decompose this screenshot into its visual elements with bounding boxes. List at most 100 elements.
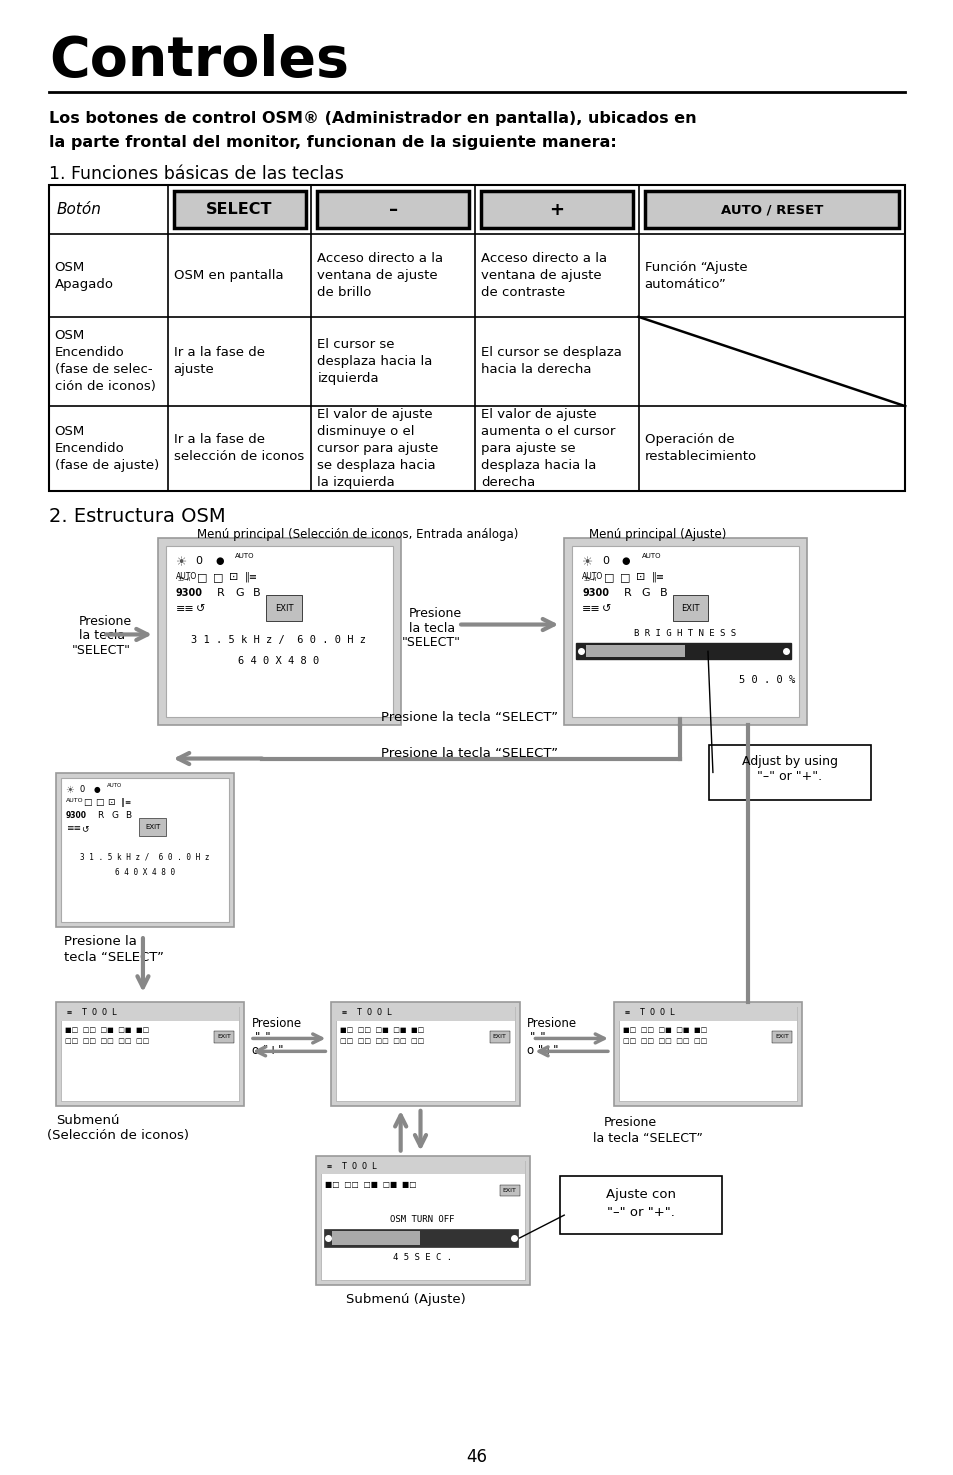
Text: G: G: [112, 811, 118, 820]
Bar: [316, 1155, 529, 1285]
Text: 9300: 9300: [581, 589, 608, 597]
Bar: [55, 773, 233, 928]
Text: o "+": o "+": [526, 1044, 558, 1058]
Text: B: B: [253, 589, 260, 597]
Bar: [55, 1002, 244, 1106]
Text: ●: ●: [215, 556, 224, 566]
Text: □: □: [619, 572, 630, 583]
Text: EXIT: EXIT: [145, 825, 160, 830]
Text: □: □: [603, 572, 614, 583]
Text: ⊡: ⊡: [107, 798, 114, 807]
Bar: [613, 1002, 801, 1106]
Bar: [61, 779, 229, 922]
Text: "SELECT": "SELECT": [401, 636, 460, 649]
Text: EXIT: EXIT: [680, 603, 699, 612]
Text: ≡≡: ≡≡: [175, 603, 194, 614]
Text: AUTO: AUTO: [234, 553, 254, 559]
Text: la tecla: la tecla: [78, 630, 125, 643]
Text: ■□  □□  □■  □■  ■□: ■□ □□ □■ □■ ■□: [622, 1027, 706, 1032]
Text: AUTO: AUTO: [107, 783, 122, 788]
Text: AUTO: AUTO: [66, 798, 83, 804]
Text: ■□  □□  □■  □■  ■□: ■□ □□ □■ □■ ■□: [65, 1027, 149, 1032]
Text: Menú principal (Ajuste): Menú principal (Ajuste): [588, 528, 725, 541]
Text: □□  □□  □□  □□  □□: □□ □□ □□ □□ □□: [65, 1038, 149, 1044]
Text: OSM
Encendido
(fase de ajuste): OSM Encendido (fase de ajuste): [54, 425, 159, 472]
Text: 46: 46: [466, 1448, 487, 1466]
Text: R: R: [217, 589, 225, 597]
Text: R: R: [97, 811, 104, 820]
FancyBboxPatch shape: [644, 190, 899, 229]
Text: 33→I: 33→I: [177, 577, 191, 583]
Bar: [321, 1161, 524, 1174]
Text: +: +: [549, 201, 564, 218]
Text: Presione: Presione: [78, 615, 132, 627]
Text: AUTO / RESET: AUTO / RESET: [720, 204, 822, 217]
Text: Submenú: Submenú: [55, 1114, 119, 1127]
Text: Acceso directo a la
ventana de ajuste
de brillo: Acceso directo a la ventana de ajuste de…: [317, 252, 443, 299]
Text: Los botones de control OSM® (Administrador en pantalla), ubicados en: Los botones de control OSM® (Administrad…: [49, 112, 696, 127]
Text: El cursor se desplaza
hacia la derecha: El cursor se desplaza hacia la derecha: [480, 347, 621, 376]
Text: □□  □□  □□  □□  □□: □□ □□ □□ □□ □□: [622, 1038, 706, 1044]
Text: Presione: Presione: [252, 1016, 302, 1030]
Text: □: □: [197, 572, 208, 583]
Text: El valor de ajuste
aumenta o el cursor
para ajuste se
desplaza hacia la
derecha: El valor de ajuste aumenta o el cursor p…: [480, 409, 615, 488]
Text: la tecla: la tecla: [408, 621, 455, 634]
Text: ≡  T O O L: ≡ T O O L: [624, 1007, 674, 1016]
Text: OSM
Apagado: OSM Apagado: [54, 261, 113, 291]
Text: 1. Funciones básicas de las teclas: 1. Funciones básicas de las teclas: [49, 165, 343, 183]
Text: ≡≡: ≡≡: [66, 825, 81, 833]
Text: tecla “SELECT”: tecla “SELECT”: [64, 951, 164, 965]
Text: Acceso directo a la
ventana de ajuste
de contraste: Acceso directo a la ventana de ajuste de…: [480, 252, 606, 299]
Bar: [157, 538, 400, 724]
Text: 9300: 9300: [66, 811, 87, 820]
Text: ‖≡: ‖≡: [651, 572, 664, 583]
Text: ⊡: ⊡: [635, 572, 644, 583]
Text: ●: ●: [621, 556, 630, 566]
Text: Presione: Presione: [603, 1117, 657, 1128]
Text: Presione la tecla “SELECT”: Presione la tecla “SELECT”: [380, 746, 558, 760]
Text: "–" or "+".: "–" or "+".: [757, 770, 821, 783]
Bar: [585, 646, 684, 658]
Text: 6 4 0 X 4 8 0: 6 4 0 X 4 8 0: [238, 656, 319, 667]
Text: Ir a la fase de
ajuste: Ir a la fase de ajuste: [173, 347, 264, 376]
Text: AUTO: AUTO: [175, 572, 196, 581]
Text: El valor de ajuste
disminuye o el
cursor para ajuste
se desplaza hacia
la izquie: El valor de ajuste disminuye o el cursor…: [317, 409, 438, 488]
Text: OSM TURN OFF: OSM TURN OFF: [390, 1215, 455, 1224]
Text: AUTO: AUTO: [640, 553, 660, 559]
Text: □: □: [213, 572, 224, 583]
Text: Presione: Presione: [408, 606, 461, 619]
Text: (Selección de iconos): (Selección de iconos): [47, 1128, 189, 1142]
Text: la parte frontal del monitor, funcionan de la siguiente manera:: la parte frontal del monitor, funcionan …: [49, 136, 616, 150]
Text: Función “Ajuste
automático”: Función “Ajuste automático”: [644, 261, 746, 291]
Text: 33→I: 33→I: [583, 577, 597, 583]
Bar: [61, 1006, 239, 1021]
Text: ≡  T O O L: ≡ T O O L: [342, 1007, 392, 1016]
Bar: [563, 538, 806, 724]
Text: "–": "–": [254, 1031, 272, 1043]
Text: ●: ●: [93, 785, 100, 795]
Text: SELECT: SELECT: [206, 202, 273, 217]
Bar: [335, 1006, 514, 1021]
Text: □□  □□  □□  □□  □□: □□ □□ □□ □□ □□: [340, 1038, 424, 1044]
Text: ☀: ☀: [175, 556, 187, 569]
Bar: [61, 1006, 239, 1100]
FancyBboxPatch shape: [317, 190, 469, 229]
Text: OSM en pantalla: OSM en pantalla: [173, 268, 283, 282]
Text: "SELECT": "SELECT": [71, 645, 131, 658]
Text: B R I G H T N E S S: B R I G H T N E S S: [634, 630, 736, 639]
Text: EXIT: EXIT: [274, 603, 293, 612]
Text: Ir a la fase de
selección de iconos: Ir a la fase de selección de iconos: [173, 434, 304, 463]
Bar: [49, 184, 904, 491]
Text: El cursor se
desplaza hacia la
izquierda: El cursor se desplaza hacia la izquierda: [317, 338, 433, 385]
Text: □: □: [83, 798, 91, 807]
Text: 0: 0: [79, 785, 85, 795]
Text: Ajuste con: Ajuste con: [605, 1189, 676, 1201]
FancyBboxPatch shape: [173, 190, 305, 229]
Text: OSM
Encendido
(fase de selec-
ción de iconos): OSM Encendido (fase de selec- ción de ic…: [54, 329, 155, 394]
Text: ☀: ☀: [66, 785, 74, 795]
Text: Presione la tecla “SELECT”: Presione la tecla “SELECT”: [380, 711, 558, 724]
Text: AUTO: AUTO: [581, 572, 602, 581]
Text: Adjust by using: Adjust by using: [741, 755, 837, 767]
Text: ■□  □□  □■  □■  ■□: ■□ □□ □■ □■ ■□: [340, 1027, 424, 1032]
Text: ⊡: ⊡: [229, 572, 238, 583]
